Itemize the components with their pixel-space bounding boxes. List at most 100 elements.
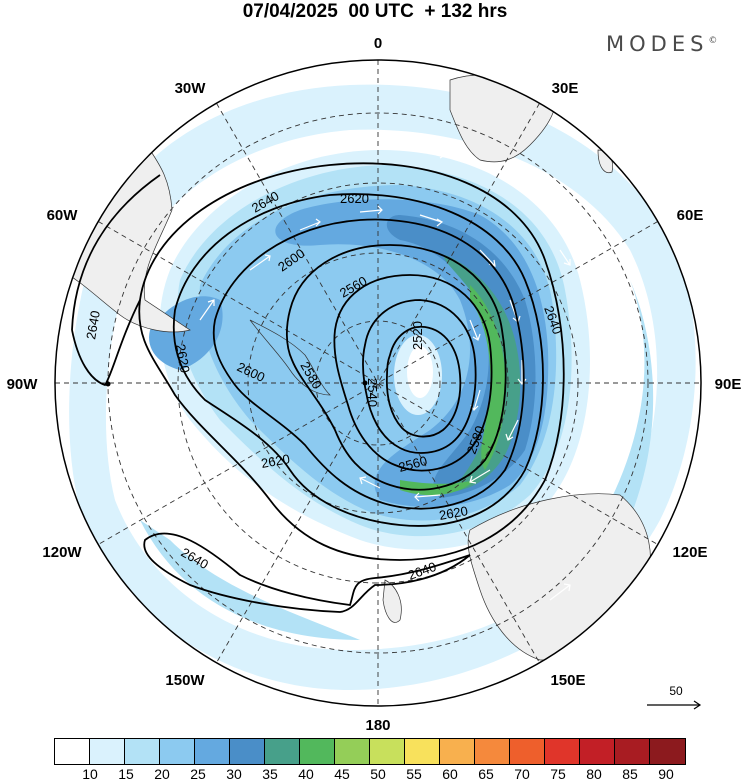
wind-arrow — [469, 319, 481, 341]
colorbar-tick-label: 80 — [586, 766, 602, 782]
shade-low-core — [407, 346, 433, 398]
colorbar-ticks: 10 15 20 25 30 35 40 45 50 55 60 65 70 75 80 85 90 — [54, 766, 702, 782]
colorbar-cell — [615, 739, 650, 764]
wind-arrow — [113, 419, 123, 446]
lon-label-0: 0 — [374, 35, 382, 52]
lon-label-60e: 60E — [677, 207, 704, 224]
wind-arrow — [505, 419, 519, 441]
wind-arrow — [359, 205, 383, 215]
lon-label-120w: 120W — [42, 544, 82, 561]
brand-copyright-mark: © — [708, 36, 718, 46]
colorbar-cell — [475, 739, 510, 764]
contour-label: 2540 — [365, 378, 380, 407]
contour-label: 2620 — [340, 191, 369, 206]
scale-arrow-head — [693, 700, 702, 710]
wind-arrow — [419, 214, 444, 227]
colorbar-tick-label: 65 — [478, 766, 494, 782]
shade-jet-45 — [470, 285, 506, 470]
colorbar-cell — [335, 739, 370, 764]
colorbar-tick-label: 20 — [154, 766, 170, 782]
contour-2640-main — [138, 162, 565, 561]
wind-arrow — [591, 419, 601, 441]
land-new-zealand — [382, 579, 402, 623]
shade-jet-40 — [444, 255, 521, 492]
land-antarctica-coast — [249, 319, 331, 396]
height-contours — [71, 162, 565, 613]
contour-2580 — [285, 244, 507, 491]
shade-indian-band — [600, 280, 654, 540]
colorbar-cell — [55, 739, 90, 764]
map-border — [54, 59, 702, 707]
colorbar-cell — [300, 739, 335, 764]
brand-name: MODES — [606, 32, 709, 56]
shade-patch-antarctica — [246, 326, 330, 397]
contour-label: 2520 — [410, 321, 425, 350]
colorbar-cell — [650, 739, 685, 764]
colorbar-cell — [195, 739, 230, 764]
contour-2540 — [361, 299, 477, 454]
lon-label-180: 180 — [365, 717, 390, 734]
contour-2640-pacific — [143, 532, 471, 613]
lon-label-90w: 90W — [7, 376, 39, 393]
colorbar-tick-label: 55 — [406, 766, 422, 782]
colorbar-tick-label: 50 — [370, 766, 386, 782]
contour-2620 — [172, 193, 544, 527]
colorbar-tick-label: 40 — [298, 766, 314, 782]
colorbar-tick-label: 15 — [118, 766, 134, 782]
scale-vector — [647, 700, 702, 710]
colorbar-tick-label: 85 — [622, 766, 638, 782]
wind-arrow — [549, 583, 571, 601]
colorbar-cell — [370, 739, 405, 764]
contour-2640-west — [71, 174, 161, 387]
brand-logo: MODES© — [606, 32, 717, 56]
contour-2520 — [385, 325, 462, 438]
wind-arrow — [299, 218, 321, 231]
colorbar-cell — [160, 739, 195, 764]
lon-label-90e: 90E — [715, 376, 742, 393]
colorbar-tick-label: 45 — [334, 766, 350, 782]
colorbar-cell — [230, 739, 265, 764]
contour-label: 2560 — [397, 453, 429, 475]
contour-label: 2620 — [260, 451, 291, 471]
wind-arrow — [517, 360, 527, 385]
colorbar-tick-label: 70 — [514, 766, 530, 782]
lon-label-30e: 30E — [552, 80, 579, 97]
colorbar-cell — [90, 739, 125, 764]
wind-arrow — [469, 469, 491, 484]
scale-vector-label: 50 — [669, 684, 683, 698]
west-low-marker — [105, 381, 111, 387]
wind-arrow — [559, 249, 571, 266]
contour-label: 2620 — [173, 343, 193, 374]
colorbar-tick-label: 75 — [550, 766, 566, 782]
lon-label-150w: 150W — [165, 672, 205, 689]
shade-pacific-band — [140, 520, 360, 640]
colorbar-tick-label: 30 — [226, 766, 242, 782]
contour-label: 2640 — [83, 309, 103, 340]
colorbar-tick-label: 60 — [442, 766, 458, 782]
contour-2560 — [333, 274, 493, 472]
colorbar-cell — [545, 739, 580, 764]
lon-label-120e: 120E — [672, 544, 707, 561]
wind-arrow — [199, 299, 215, 321]
lon-label-150e: 150E — [550, 672, 585, 689]
wind-arrow — [249, 254, 271, 271]
colorbar-cell — [405, 739, 440, 764]
contour-labels: 2640 2620 2600 2580 2560 2540 2520 2640 … — [83, 188, 565, 583]
longitude-labels: 0 30E 60E 90E 120E 150E 180 150W 120W 90… — [7, 35, 742, 734]
colorbar-cell — [125, 739, 160, 764]
lon-label-30w: 30W — [175, 80, 207, 97]
wind-vectors — [113, 149, 601, 609]
low-centre-marker — [362, 380, 368, 386]
wind-arrow — [414, 492, 441, 502]
colorbar-tick-label: 10 — [82, 766, 98, 782]
wind-arrow — [419, 149, 447, 159]
colorbar — [54, 738, 686, 765]
colorbar-tick-label: 25 — [190, 766, 206, 782]
colorbar-cell — [440, 739, 475, 764]
lon-label-60w: 60W — [47, 207, 79, 224]
colorbar-cell — [265, 739, 300, 764]
contour-label: 2620 — [438, 503, 469, 523]
colorbar-tick-label: 35 — [262, 766, 278, 782]
colorbar-cell — [510, 739, 545, 764]
